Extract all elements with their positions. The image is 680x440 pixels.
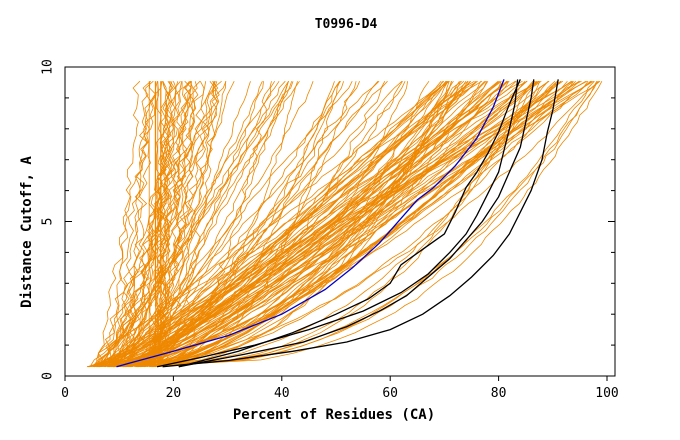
x-tick-label: 20: [166, 386, 182, 401]
background-model-line: [110, 80, 342, 368]
background-model-line: [94, 80, 526, 368]
x-tick-label: 60: [382, 386, 398, 401]
x-tick-label: 40: [274, 386, 290, 401]
background-model-line: [136, 81, 603, 368]
x-tick-label: 0: [61, 386, 69, 401]
background-model-line: [157, 80, 568, 368]
background-model-line: [132, 80, 483, 367]
background-model-line: [107, 80, 471, 368]
background-model-line: [120, 80, 592, 368]
background-model-line: [113, 81, 183, 367]
background-model-line: [136, 80, 539, 368]
background-model-line: [123, 80, 576, 368]
background-model-line: [129, 80, 500, 368]
background-model-line: [135, 81, 360, 368]
y-tick-label: 0: [41, 372, 56, 380]
background-model-line: [126, 80, 222, 367]
background-model-line: [110, 81, 406, 368]
chart-title: T0996-D4: [315, 17, 378, 32]
background-model-line: [138, 81, 251, 367]
background-model-line: [125, 81, 207, 367]
background-model-line: [114, 81, 344, 368]
x-tick-label: 80: [491, 386, 507, 401]
background-model-line: [117, 81, 481, 368]
background-model-line: [110, 80, 450, 367]
background-model-line: [96, 80, 588, 368]
background-model-line: [150, 80, 478, 367]
background-model-line: [155, 81, 157, 367]
background-model-line: [122, 80, 340, 368]
background-model-line: [87, 81, 443, 368]
background-model-line: [93, 80, 289, 367]
series-line-1: [116, 79, 505, 368]
background-model-line: [103, 80, 151, 368]
background-model-line: [114, 81, 353, 367]
background-model-line: [114, 81, 598, 368]
background-model-line: [154, 81, 335, 368]
background-model-line: [110, 80, 591, 368]
background-model-line: [99, 80, 562, 368]
x-axis-ticks: 0 20 40 60 80 100: [61, 376, 619, 401]
x-axis-label: Percent of Residues (CA): [233, 407, 435, 423]
background-model-line: [113, 81, 183, 367]
background-model-line: [96, 81, 195, 368]
highlighted-model-curves: [116, 79, 559, 368]
background-model-line: [94, 81, 177, 368]
background-model-line: [128, 80, 510, 368]
background-model-line: [154, 81, 160, 367]
background-model-line: [137, 81, 386, 367]
series-line-3: [178, 79, 521, 368]
x-tick-label: 100: [595, 386, 618, 401]
background-model-line: [96, 81, 163, 367]
y-tick-label: 5: [41, 218, 56, 226]
background-model-line: [112, 80, 509, 368]
y-tick-label: 10: [41, 59, 56, 75]
background-model-line: [96, 81, 298, 368]
background-model-line: [115, 80, 587, 368]
background-model-line: [124, 81, 598, 368]
background-model-line: [117, 80, 601, 368]
background-model-line: [136, 80, 562, 368]
background-model-line: [123, 80, 300, 367]
background-model-line: [134, 80, 508, 368]
background-model-line: [154, 80, 276, 367]
background-model-line: [140, 81, 536, 368]
background-model-line: [154, 81, 174, 367]
background-model-line: [107, 80, 141, 367]
background-model-line: [160, 80, 403, 367]
y-axis-ticks: 0 5 10: [41, 59, 615, 380]
background-model-line: [157, 81, 160, 367]
series-line-4: [178, 79, 535, 368]
background-model-line: [131, 80, 499, 368]
background-model-curves: [86, 80, 603, 368]
background-model-line: [97, 81, 452, 368]
y-axis-label: Distance Cutoff, A: [19, 156, 35, 308]
background-model-line: [100, 81, 294, 367]
background-model-line: [87, 81, 289, 368]
background-model-line: [103, 81, 158, 367]
series-line-2: [156, 79, 519, 368]
background-model-line: [135, 80, 574, 368]
background-model-line: [115, 80, 379, 367]
background-model-line: [88, 80, 517, 368]
background-model-line: [120, 80, 286, 367]
background-model-line: [113, 80, 154, 367]
background-model-line: [148, 81, 154, 367]
background-model-line: [89, 80, 538, 367]
background-model-line: [97, 80, 465, 368]
background-model-line: [138, 81, 450, 368]
background-model-line: [159, 81, 169, 367]
series-line-5: [162, 79, 559, 368]
